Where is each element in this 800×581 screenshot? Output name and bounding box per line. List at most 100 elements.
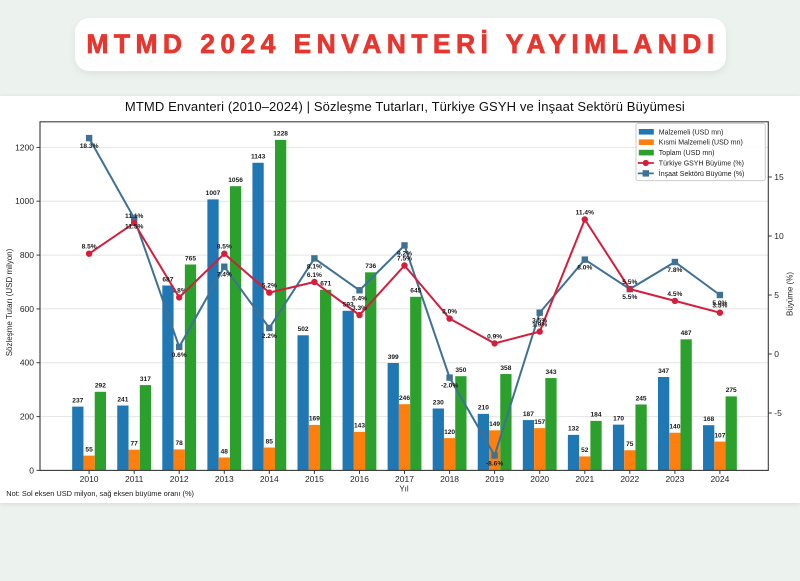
svg-text:Yıl: Yıl [399, 484, 409, 493]
svg-text:1143: 1143 [251, 154, 266, 161]
svg-text:230: 230 [433, 399, 444, 406]
svg-text:-8.6%: -8.6% [486, 461, 503, 468]
svg-text:487: 487 [681, 330, 692, 337]
svg-text:7.4%: 7.4% [217, 272, 232, 279]
svg-text:2023: 2023 [665, 474, 684, 484]
svg-text:140: 140 [669, 424, 680, 431]
svg-text:350: 350 [455, 367, 466, 374]
svg-text:5.0%: 5.0% [712, 300, 727, 307]
svg-text:5.4%: 5.4% [352, 295, 367, 302]
svg-text:170: 170 [613, 415, 624, 422]
svg-text:0.6%: 0.6% [172, 352, 187, 359]
svg-text:157: 157 [534, 419, 545, 426]
svg-text:0.9%: 0.9% [487, 333, 502, 340]
svg-text:2.2%: 2.2% [262, 333, 277, 340]
svg-text:343: 343 [545, 369, 556, 376]
svg-text:4.8%: 4.8% [172, 287, 187, 294]
svg-text:6.1%: 6.1% [307, 272, 322, 279]
svg-text:5.5%: 5.5% [622, 279, 637, 286]
svg-text:2014: 2014 [260, 474, 279, 484]
svg-text:2020: 2020 [530, 474, 549, 484]
svg-text:168: 168 [703, 416, 714, 423]
svg-text:5.5%: 5.5% [622, 294, 637, 301]
svg-text:184: 184 [590, 412, 601, 419]
svg-text:169: 169 [309, 416, 320, 423]
svg-text:210: 210 [478, 405, 489, 412]
svg-text:2021: 2021 [575, 474, 594, 484]
svg-text:2013: 2013 [215, 474, 234, 484]
svg-text:246: 246 [399, 395, 410, 402]
svg-text:187: 187 [523, 411, 534, 418]
svg-text:292: 292 [95, 383, 106, 390]
svg-text:1056: 1056 [228, 177, 243, 184]
svg-text:2024: 2024 [710, 474, 729, 484]
svg-text:Kısmi Malzemeli (USD mn): Kısmi Malzemeli (USD mn) [659, 140, 743, 147]
svg-text:11.5%: 11.5% [125, 223, 143, 230]
svg-text:245: 245 [636, 395, 647, 402]
svg-text:132: 132 [568, 426, 579, 433]
svg-text:0: 0 [774, 349, 779, 359]
svg-text:İnşaat Sektörü Büyüme (%): İnşaat Sektörü Büyüme (%) [659, 169, 745, 178]
svg-text:2011: 2011 [125, 474, 144, 484]
svg-text:765: 765 [185, 255, 196, 262]
svg-text:2016: 2016 [350, 474, 369, 484]
svg-text:52: 52 [581, 447, 589, 454]
svg-text:4.5%: 4.5% [667, 291, 682, 298]
svg-text:55: 55 [85, 446, 93, 453]
svg-text:Türkiye GSYH Büyüme (%): Türkiye GSYH Büyüme (%) [659, 161, 744, 168]
svg-text:275: 275 [726, 387, 737, 394]
svg-text:1000: 1000 [15, 196, 34, 206]
svg-text:2019: 2019 [485, 474, 504, 484]
svg-text:107: 107 [714, 432, 725, 439]
svg-text:5: 5 [774, 290, 779, 300]
svg-text:400: 400 [20, 358, 34, 368]
svg-text:78: 78 [176, 440, 184, 447]
svg-text:Malzemeli (USD mn): Malzemeli (USD mn) [659, 129, 724, 136]
svg-text:Not: Sol eksen USD milyon, sağ: Not: Sol eksen USD milyon, sağ eksen büy… [6, 489, 194, 498]
svg-text:-5: -5 [774, 408, 782, 418]
svg-text:399: 399 [388, 354, 399, 361]
svg-text:15: 15 [774, 172, 784, 182]
svg-text:1228: 1228 [273, 131, 288, 138]
svg-text:671: 671 [320, 281, 331, 288]
svg-text:1007: 1007 [206, 190, 221, 197]
svg-text:800: 800 [20, 250, 34, 260]
svg-text:600: 600 [20, 304, 34, 314]
svg-text:10: 10 [774, 231, 784, 241]
svg-text:75: 75 [626, 441, 634, 448]
svg-text:2010: 2010 [80, 474, 99, 484]
svg-text:358: 358 [500, 365, 511, 372]
svg-text:8.1%: 8.1% [307, 263, 322, 270]
svg-text:687: 687 [162, 276, 173, 283]
svg-text:143: 143 [354, 423, 365, 430]
svg-text:5.2%: 5.2% [262, 283, 277, 290]
svg-text:3.0%: 3.0% [442, 309, 457, 316]
svg-text:1.9%: 1.9% [532, 322, 547, 329]
svg-text:48: 48 [221, 448, 229, 455]
svg-text:736: 736 [365, 263, 376, 270]
svg-text:149: 149 [489, 421, 500, 428]
svg-text:645: 645 [410, 288, 421, 295]
svg-text:593: 593 [343, 302, 354, 309]
svg-text:347: 347 [658, 368, 669, 375]
svg-text:3.5%: 3.5% [712, 303, 727, 310]
svg-text:502: 502 [298, 326, 309, 333]
svg-text:7.5%: 7.5% [397, 256, 412, 263]
svg-text:8.5%: 8.5% [82, 244, 97, 251]
svg-text:2018: 2018 [440, 474, 459, 484]
svg-text:2017: 2017 [395, 474, 414, 484]
svg-text:8.5%: 8.5% [217, 244, 232, 251]
svg-text:18.3%: 18.3% [80, 143, 99, 150]
svg-text:MTMD Envanteri (2010–2024) | S: MTMD Envanteri (2010–2024) | Sözleşme Tu… [125, 99, 685, 114]
svg-text:Büyüme (%): Büyüme (%) [786, 272, 795, 316]
svg-text:2012: 2012 [170, 474, 189, 484]
svg-text:2022: 2022 [620, 474, 639, 484]
svg-text:0: 0 [29, 465, 34, 475]
svg-text:9.2%: 9.2% [397, 250, 412, 257]
svg-text:85: 85 [266, 438, 274, 445]
svg-text:11.1%: 11.1% [125, 213, 143, 220]
svg-text:11.4%: 11.4% [576, 210, 594, 217]
svg-text:Toplam (USD mn): Toplam (USD mn) [659, 150, 715, 157]
svg-text:241: 241 [117, 396, 128, 403]
svg-text:77: 77 [131, 441, 139, 448]
